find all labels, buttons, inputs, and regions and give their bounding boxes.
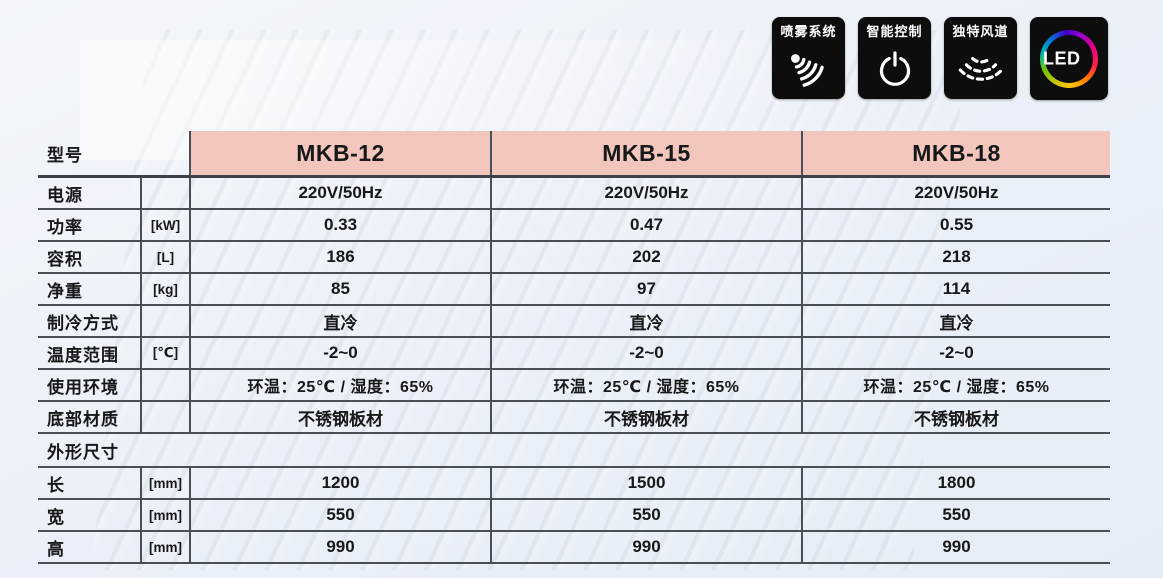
spec-value: 218 [942, 247, 971, 266]
feature-spray-system: 喷雾系统 [772, 17, 845, 99]
table-header-row: 型号 MKB-12 MKB-15 MKB-18 [38, 131, 1110, 178]
spray-icon [772, 40, 845, 99]
row-unit [142, 306, 191, 336]
table-row-height: 高 [mm] 990 990 990 [38, 532, 1110, 564]
spec-value: 1200 [191, 468, 492, 498]
feature-label: 独特风道 [952, 24, 1009, 39]
model-name: MKB-15 [492, 131, 803, 175]
row-label: 底部材质 [38, 402, 142, 432]
spec-value: 不锈钢板材 [492, 402, 803, 432]
row-label: 高 [38, 532, 142, 562]
spec-value: 不锈钢板材 [191, 402, 492, 432]
row-label: 长 [38, 468, 142, 498]
spec-value: -2~0 [191, 338, 492, 368]
table-row-net-weight: 净重 [kg] 85 97 114 [38, 274, 1110, 306]
table-row-cooling-type: 制冷方式 直冷 直冷 直冷 [38, 306, 1110, 338]
table-row-length: 长 [mm] 1200 1500 1800 [38, 468, 1110, 500]
table-row-environment: 使用环境 环温：25℃ / 湿度：65% 环温：25℃ / 湿度：65% 环温：… [38, 370, 1110, 402]
spec-value: 990 [942, 537, 971, 556]
row-unit: [mm] [142, 500, 191, 530]
model-name: MKB-12 [191, 131, 492, 175]
row-unit: [kW] [142, 210, 191, 240]
row-label: 宽 [38, 500, 142, 530]
section-label: 外形尺寸 [47, 442, 119, 462]
spec-value: 220V/50Hz [914, 183, 999, 202]
spec-value: 114 [942, 279, 971, 298]
spec-value: 550 [942, 505, 971, 524]
spec-value: 186 [191, 242, 492, 272]
model-name: MKB-18 [803, 131, 1110, 175]
spec-value: 550 [492, 500, 803, 530]
feature-label: 喷雾系统 [780, 24, 837, 39]
spec-value: 1800 [937, 473, 976, 492]
spec-value: 直冷 [939, 313, 974, 333]
power-icon [858, 40, 931, 99]
spec-value: 环温：25℃ / 湿度：65% [191, 370, 492, 400]
table-row-base-material: 底部材质 不锈钢板材 不锈钢板材 不锈钢板材 [38, 402, 1110, 434]
row-unit [142, 370, 191, 400]
row-unit: [kg] [142, 274, 191, 304]
row-unit [142, 178, 191, 208]
row-label: 容积 [38, 242, 142, 272]
led-ring-icon: LED [1040, 29, 1098, 88]
spec-value: 97 [492, 274, 803, 304]
spec-value: 1500 [492, 468, 803, 498]
row-unit: [mm] [142, 468, 191, 498]
spec-value: -2~0 [492, 338, 803, 368]
spec-value: 0.33 [191, 210, 492, 240]
spec-value: 环温：25℃ / 湿度：65% [492, 370, 803, 400]
table-row-power-supply: 电源 220V/50Hz 220V/50Hz 220V/50Hz [38, 178, 1110, 210]
table-row-width: 宽 [mm] 550 550 550 [38, 500, 1110, 532]
feature-label: 智能控制 [866, 24, 923, 39]
spec-value: 990 [191, 532, 492, 562]
feature-badges: 喷雾系统 智能控制 独特风道 [772, 17, 1108, 100]
spec-value: 0.47 [492, 210, 803, 240]
spec-value: 202 [492, 242, 803, 272]
spec-value: 环温：25℃ / 湿度：65% [863, 379, 1050, 396]
spec-value: 直冷 [492, 306, 803, 336]
feature-air-duct: 独特风道 [944, 17, 1017, 99]
spec-value: 220V/50Hz [492, 178, 803, 208]
row-label: 功率 [38, 210, 142, 240]
spec-value: 990 [492, 532, 803, 562]
row-label: 净重 [38, 274, 142, 304]
row-label: 电源 [38, 178, 142, 208]
spec-value: -2~0 [939, 343, 974, 362]
spec-table: 型号 MKB-12 MKB-15 MKB-18 电源 220V/50Hz 220… [38, 131, 1110, 564]
model-row-label: 型号 [38, 131, 191, 175]
spec-value: 不锈钢板材 [914, 409, 999, 429]
row-unit [142, 402, 191, 432]
spec-value: 85 [191, 274, 492, 304]
feature-smart-control: 智能控制 [858, 17, 931, 99]
table-row-temp-range: 温度范围 [℃] -2~0 -2~0 -2~0 [38, 338, 1110, 370]
row-label: 制冷方式 [38, 306, 142, 336]
spec-value: 220V/50Hz [191, 178, 492, 208]
row-label: 温度范围 [38, 338, 142, 368]
row-unit: [L] [142, 242, 191, 272]
feature-led: LED [1030, 17, 1108, 100]
row-label: 使用环境 [38, 370, 142, 400]
row-unit: [℃] [142, 338, 191, 368]
table-section-dimensions: 外形尺寸 [38, 434, 1110, 468]
spec-value: 0.55 [939, 215, 974, 234]
airflow-icon [944, 40, 1017, 99]
table-row-power: 功率 [kW] 0.33 0.47 0.55 [38, 210, 1110, 242]
led-label: LED [1043, 48, 1081, 68]
row-unit: [mm] [142, 532, 191, 562]
table-row-volume: 容积 [L] 186 202 218 [38, 242, 1110, 274]
spec-value: 直冷 [191, 306, 492, 336]
spec-value: 550 [191, 500, 492, 530]
